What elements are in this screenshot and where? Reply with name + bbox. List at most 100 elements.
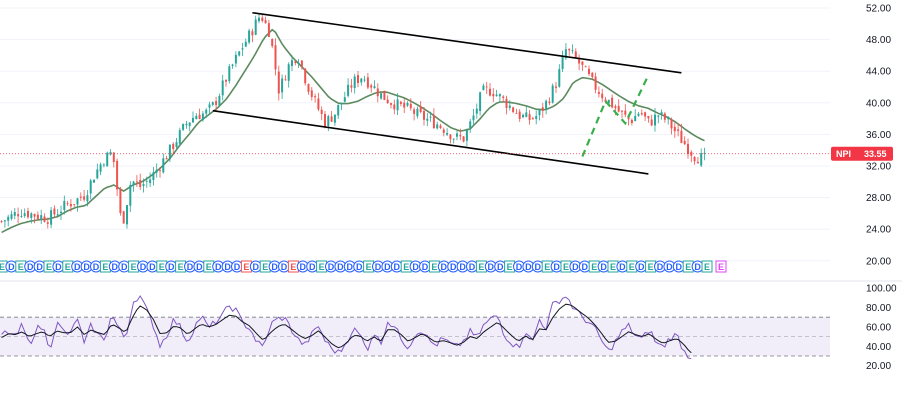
- dividend-marker[interactable]: D: [635, 260, 648, 273]
- marker-letter: D: [469, 262, 476, 272]
- marker-letter: E: [18, 262, 24, 272]
- dividend-marker[interactable]: D: [71, 260, 84, 273]
- candle: [56, 209, 59, 217]
- rsi-pane: [0, 280, 902, 360]
- price-tick-label: 52.00: [866, 4, 891, 15]
- marker-letter: D: [121, 262, 128, 272]
- dividend-marker[interactable]: D: [278, 260, 290, 273]
- candle: [617, 99, 620, 113]
- dividend-marker[interactable]: D: [616, 260, 629, 273]
- candle: [571, 44, 574, 54]
- candle: [46, 217, 49, 229]
- dividend-marker[interactable]: D: [118, 260, 131, 273]
- dividend-marker[interactable]: D: [597, 260, 610, 273]
- dividend-marker[interactable]: D: [231, 260, 243, 273]
- dividend-marker[interactable]: D: [325, 260, 337, 273]
- candle: [40, 209, 43, 225]
- candle: [7, 214, 10, 227]
- dividend-marker[interactable]: D: [353, 260, 366, 273]
- dividend-marker[interactable]: D: [165, 260, 178, 273]
- dividend-marker[interactable]: D: [306, 260, 319, 273]
- candle: [492, 88, 495, 102]
- candle: [109, 149, 112, 156]
- candle: [122, 210, 125, 224]
- marker-letter: D: [582, 262, 589, 272]
- candle: [637, 112, 640, 117]
- candle: [89, 178, 92, 200]
- candle: [297, 59, 300, 68]
- marker-letter: E: [478, 262, 484, 272]
- candle: [258, 14, 260, 24]
- candle: [545, 99, 548, 115]
- dividend-marker[interactable]: D: [578, 260, 591, 273]
- marker-letter: D: [356, 262, 363, 272]
- marker-letter: E: [685, 262, 691, 272]
- marker-letter: E: [46, 262, 52, 272]
- marker-letter: E: [178, 262, 184, 272]
- candle: [485, 81, 488, 94]
- dividend-marker[interactable]: D: [456, 260, 469, 273]
- dividend-marker[interactable]: D: [531, 260, 544, 273]
- dividend-marker[interactable]: D: [419, 260, 431, 273]
- dividend-marker[interactable]: D: [343, 260, 356, 273]
- dividend-marker[interactable]: D: [494, 260, 507, 273]
- price-tick-label: 20.00: [866, 256, 891, 267]
- dividend-marker[interactable]: D: [691, 260, 704, 273]
- dividend-marker[interactable]: D: [5, 260, 18, 273]
- candle: [277, 65, 280, 101]
- candle: [208, 101, 211, 115]
- candle: [205, 108, 208, 119]
- dividend-marker[interactable]: D: [249, 260, 262, 273]
- candle: [495, 89, 498, 97]
- candle: [555, 81, 557, 93]
- candle: [116, 158, 119, 197]
- candle: [644, 111, 647, 121]
- candle: [20, 209, 23, 218]
- marker-letter: D: [234, 262, 241, 272]
- dividend-marker[interactable]: D: [146, 260, 159, 273]
- candle: [442, 127, 445, 137]
- candle: [165, 155, 168, 160]
- candle: [324, 111, 326, 129]
- dividend-marker[interactable]: D: [437, 260, 450, 273]
- candle: [657, 114, 660, 124]
- candle: [337, 104, 340, 119]
- dividend-marker[interactable]: D: [52, 260, 65, 273]
- candle: [63, 195, 66, 215]
- candle: [271, 38, 274, 49]
- candle: [406, 101, 409, 107]
- rsi-tick-label: 40.00: [866, 342, 891, 353]
- candle: [630, 118, 633, 126]
- dividend-marker[interactable]: D: [672, 260, 685, 273]
- projection-dashed-line: [581, 74, 650, 157]
- earnings-marker-upcoming[interactable]: E: [715, 260, 727, 273]
- marker-letter: D: [412, 262, 419, 272]
- dividend-marker[interactable]: D: [90, 260, 102, 273]
- candle: [634, 109, 637, 122]
- dividend-marker[interactable]: D: [33, 260, 46, 273]
- dividend-marker[interactable]: D: [466, 260, 478, 273]
- candle: [456, 130, 458, 141]
- marker-letter: D: [253, 262, 260, 272]
- dividend-marker[interactable]: D: [193, 260, 206, 273]
- candle: [106, 151, 109, 167]
- candle: [330, 111, 333, 123]
- marker-letter: D: [619, 262, 626, 272]
- candle: [459, 128, 462, 141]
- candle: [218, 93, 221, 107]
- candle: [360, 77, 363, 86]
- dividend-marker[interactable]: D: [24, 260, 37, 273]
- earnings-marker[interactable]: E: [701, 260, 713, 273]
- marker-letter: D: [83, 262, 90, 272]
- price-tick-label: 40.00: [866, 98, 891, 109]
- dividend-marker[interactable]: D: [550, 260, 563, 273]
- dividend-marker[interactable]: D: [390, 260, 403, 273]
- price-tick-label: 32.00: [866, 162, 891, 173]
- candle: [416, 106, 419, 119]
- candle: [505, 95, 508, 115]
- candle: [135, 175, 138, 187]
- candle: [172, 142, 175, 155]
- candle: [284, 75, 287, 81]
- candle: [43, 213, 46, 223]
- candle: [353, 73, 356, 94]
